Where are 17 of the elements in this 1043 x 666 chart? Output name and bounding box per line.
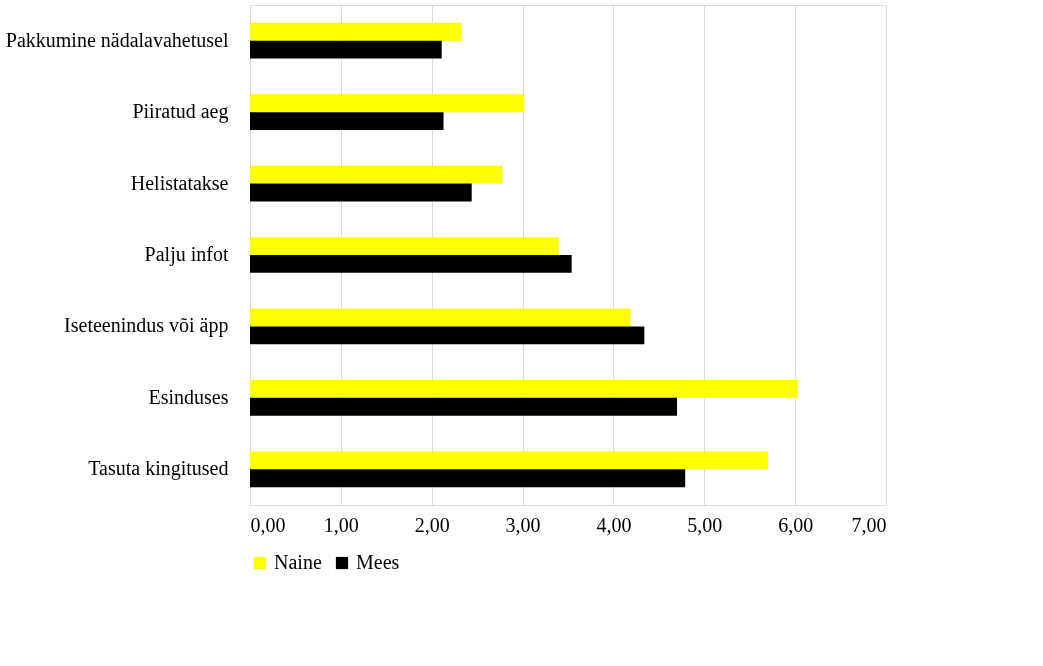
x-tick-label: 6,00 xyxy=(778,513,814,536)
y-tick-label: Tasuta kingitused xyxy=(88,457,229,481)
y-tick-label: Palju infot xyxy=(144,243,229,266)
x-tick-label: 0,00 xyxy=(250,513,286,536)
x-tick-label: 4,00 xyxy=(596,513,632,536)
x-tick-label: 5,00 xyxy=(687,513,723,536)
legend-label: Naine xyxy=(274,551,322,573)
y-tick-label: Pakkumine nädalavahetusel xyxy=(5,28,229,51)
x-tick-label: 2,00 xyxy=(414,513,450,536)
y-tick-label: Esinduses xyxy=(148,385,229,408)
y-tick-label: Iseteenindus või äpp xyxy=(64,314,229,338)
x-tick-label: 3,00 xyxy=(505,513,541,536)
legend-label: Mees xyxy=(356,551,400,573)
y-tick-label: Helistatakse xyxy=(130,171,229,194)
y-tick-label: Piiratud aeg xyxy=(132,100,229,124)
x-tick-label: 1,00 xyxy=(323,513,359,536)
x-tick-label: 7,00 xyxy=(851,513,887,536)
